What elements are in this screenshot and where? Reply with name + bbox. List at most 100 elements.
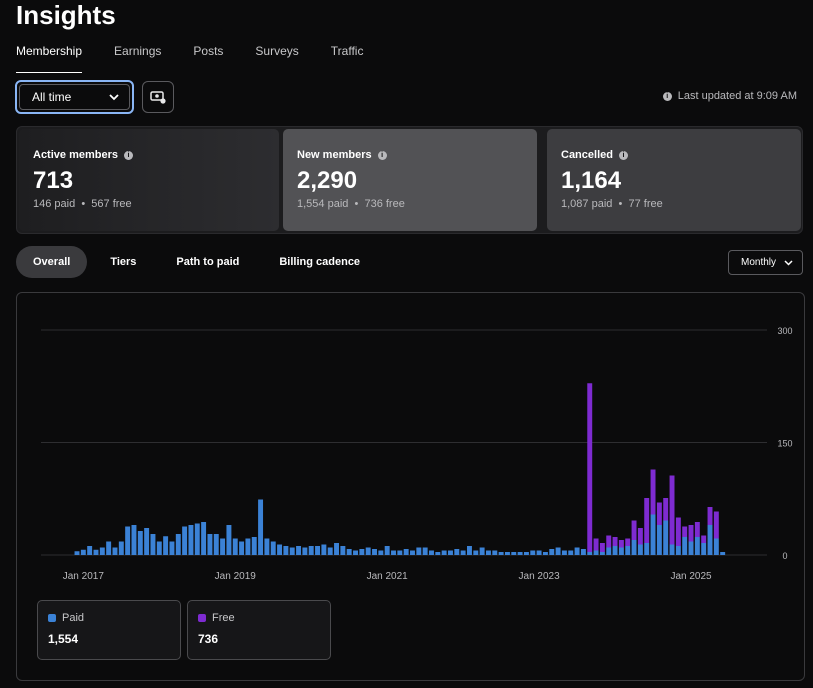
bar-paid[interactable] bbox=[720, 552, 726, 555]
bar-free[interactable] bbox=[663, 498, 669, 521]
bar-paid[interactable] bbox=[429, 550, 434, 556]
date-range-select[interactable]: All time bbox=[19, 84, 130, 110]
bar-paid[interactable] bbox=[220, 538, 226, 556]
bar-paid[interactable] bbox=[504, 552, 510, 555]
bar-paid[interactable] bbox=[580, 549, 586, 555]
bar-paid[interactable] bbox=[403, 549, 409, 555]
bar-paid[interactable] bbox=[593, 550, 599, 556]
bar-paid[interactable] bbox=[137, 531, 143, 555]
bar-paid[interactable] bbox=[340, 546, 346, 555]
bar-paid[interactable] bbox=[232, 538, 238, 556]
bar-paid[interactable] bbox=[302, 547, 308, 556]
bar-paid[interactable] bbox=[466, 546, 472, 555]
bar-paid[interactable] bbox=[397, 550, 403, 556]
bar-paid[interactable] bbox=[701, 543, 707, 555]
bar-paid[interactable] bbox=[416, 547, 422, 556]
bar-paid[interactable] bbox=[448, 550, 453, 556]
bar-free[interactable] bbox=[701, 535, 707, 544]
bar-free[interactable] bbox=[675, 517, 681, 547]
bar-free[interactable] bbox=[606, 535, 612, 548]
bar-free[interactable] bbox=[707, 507, 713, 525]
bar-paid[interactable] bbox=[296, 546, 302, 555]
bar-paid[interactable] bbox=[207, 534, 213, 555]
bar-paid[interactable] bbox=[169, 541, 175, 556]
bar-paid[interactable] bbox=[118, 541, 124, 556]
bar-paid[interactable] bbox=[498, 552, 504, 555]
bar-paid[interactable] bbox=[682, 537, 688, 555]
bar-paid[interactable] bbox=[391, 550, 396, 556]
bar-paid[interactable] bbox=[144, 528, 150, 555]
bar-free[interactable] bbox=[593, 538, 599, 551]
bar-paid[interactable] bbox=[188, 525, 194, 555]
bar-paid[interactable] bbox=[245, 538, 251, 556]
bar-paid[interactable] bbox=[574, 547, 580, 556]
subtab-path-to-paid[interactable]: Path to paid bbox=[176, 256, 240, 268]
bar-paid[interactable] bbox=[93, 549, 99, 555]
bar-paid[interactable] bbox=[663, 520, 669, 556]
bar-free[interactable] bbox=[656, 502, 662, 526]
stat-card-active-members[interactable]: Active members i 713 146 paid • 567 free bbox=[19, 129, 279, 231]
bar-paid[interactable] bbox=[561, 550, 567, 556]
legend-card-free[interactable]: Free 736 bbox=[187, 600, 331, 660]
bar-paid[interactable] bbox=[625, 546, 631, 555]
bar-free[interactable] bbox=[631, 520, 637, 541]
bar-paid[interactable] bbox=[239, 541, 245, 556]
bar-paid[interactable] bbox=[321, 544, 327, 556]
subtab-tiers[interactable]: Tiers bbox=[110, 256, 137, 268]
bar-paid[interactable] bbox=[435, 552, 441, 555]
bar-free[interactable] bbox=[713, 511, 719, 539]
bar-paid[interactable] bbox=[694, 537, 700, 555]
subtab-billing-cadence[interactable]: Billing cadence bbox=[279, 256, 361, 268]
bar-paid[interactable] bbox=[675, 546, 681, 555]
bar-paid[interactable] bbox=[473, 550, 479, 556]
info-icon[interactable]: i bbox=[377, 150, 387, 160]
bar-paid[interactable] bbox=[606, 547, 612, 556]
tab-traffic[interactable]: Traffic bbox=[330, 44, 364, 58]
period-select[interactable]: Monthly bbox=[728, 250, 803, 275]
bar-paid[interactable] bbox=[125, 526, 131, 556]
bar-paid[interactable] bbox=[258, 499, 264, 556]
bar-paid[interactable] bbox=[612, 546, 618, 555]
bar-free[interactable] bbox=[669, 475, 675, 545]
bar-free[interactable] bbox=[688, 525, 694, 542]
stat-card-new-members[interactable]: New members i 2,290 1,554 paid • 736 fre… bbox=[283, 129, 537, 231]
bar-paid[interactable] bbox=[542, 552, 548, 555]
bar-paid[interactable] bbox=[270, 541, 276, 556]
bar-paid[interactable] bbox=[523, 552, 529, 555]
bar-paid[interactable] bbox=[669, 544, 675, 556]
bar-paid[interactable] bbox=[334, 543, 340, 555]
bar-paid[interactable] bbox=[422, 547, 428, 556]
bar-paid[interactable] bbox=[359, 549, 365, 555]
bar-paid[interactable] bbox=[365, 547, 371, 556]
bar-paid[interactable] bbox=[277, 544, 283, 556]
bar-paid[interactable] bbox=[460, 550, 466, 556]
bar-paid[interactable] bbox=[441, 550, 447, 556]
bar-free[interactable] bbox=[694, 522, 700, 537]
bar-paid[interactable] bbox=[549, 549, 555, 555]
bar-paid[interactable] bbox=[156, 541, 162, 556]
bar-paid[interactable] bbox=[182, 526, 188, 556]
bar-free[interactable] bbox=[599, 543, 605, 552]
bar-paid[interactable] bbox=[536, 550, 542, 556]
bar-paid[interactable] bbox=[530, 550, 536, 556]
bar-paid[interactable] bbox=[163, 536, 169, 555]
bar-free[interactable] bbox=[618, 540, 624, 548]
subtab-overall[interactable]: Overall bbox=[16, 246, 88, 278]
bar-free[interactable] bbox=[644, 498, 650, 543]
bar-paid[interactable] bbox=[656, 525, 662, 555]
bar-paid[interactable] bbox=[308, 546, 314, 555]
bar-paid[interactable] bbox=[618, 547, 624, 556]
bar-paid[interactable] bbox=[517, 552, 523, 555]
bar-paid[interactable] bbox=[568, 550, 574, 556]
bar-paid[interactable] bbox=[99, 547, 105, 556]
bar-free[interactable] bbox=[637, 528, 643, 545]
tab-membership[interactable]: Membership bbox=[16, 44, 83, 73]
bar-paid[interactable] bbox=[194, 523, 200, 556]
bar-paid[interactable] bbox=[587, 552, 593, 555]
bar-paid[interactable] bbox=[713, 538, 719, 556]
tab-posts[interactable]: Posts bbox=[193, 44, 224, 58]
info-icon[interactable]: i bbox=[618, 150, 628, 160]
bar-paid[interactable] bbox=[479, 547, 485, 556]
bar-paid[interactable] bbox=[707, 525, 713, 555]
bar-paid[interactable] bbox=[106, 541, 112, 556]
